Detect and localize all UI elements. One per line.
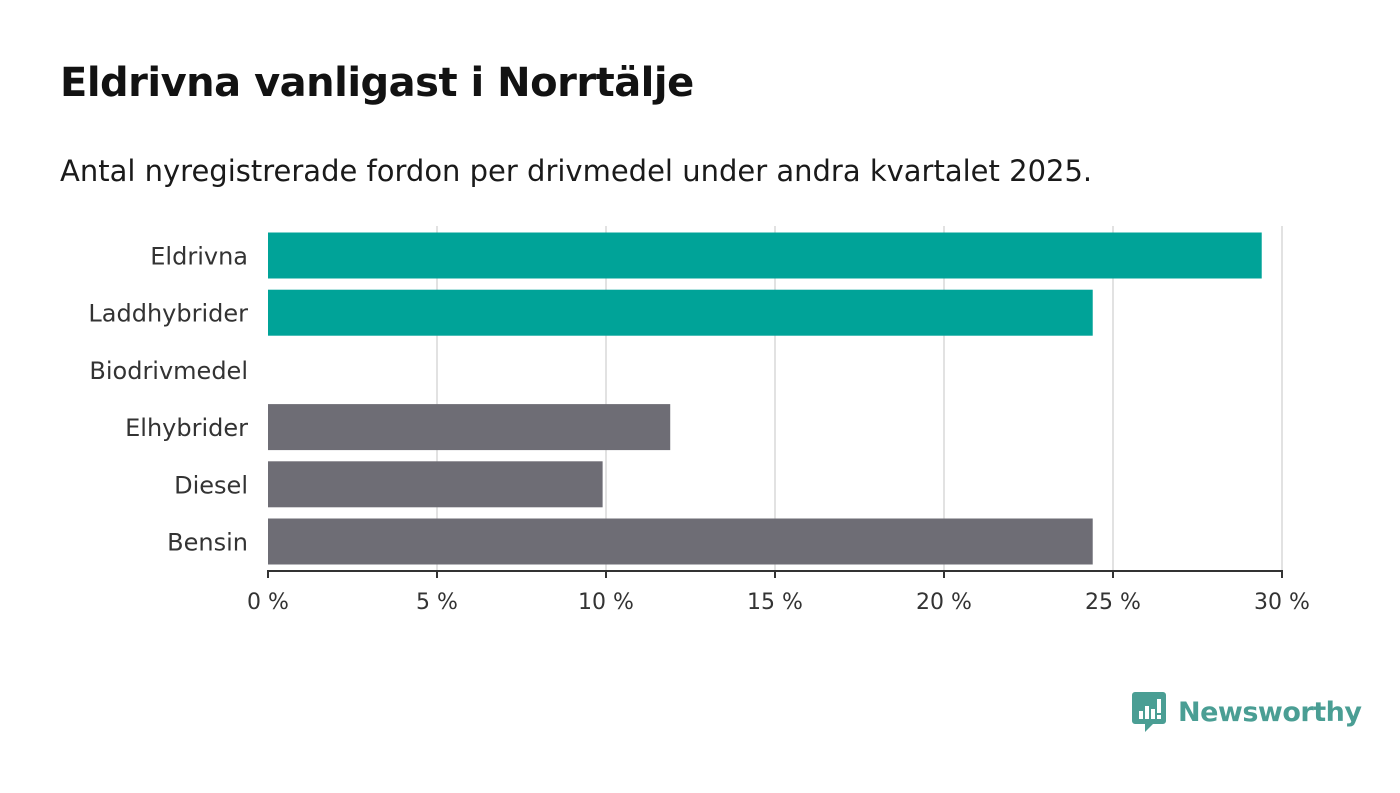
x-tick-label-1: 5 % — [416, 590, 458, 615]
bars — [268, 232, 1262, 565]
x-tick-label-6: 30 % — [1254, 590, 1310, 615]
bar-elhybrider — [268, 404, 671, 451]
category-labels: Eldrivna Laddhybrider Biodrivmedel Elhybrid… — [88, 243, 248, 557]
chart-title: Eldrivna vanligast i Norrtälje — [60, 60, 694, 106]
bar-eldrivna — [268, 232, 1262, 279]
bar-diesel — [268, 461, 603, 508]
grid-lines — [436, 226, 1283, 571]
x-tick-label-2: 10 % — [578, 590, 634, 615]
x-tick-label-5: 25 % — [1085, 590, 1141, 615]
category-label-diesel: Diesel — [174, 471, 248, 499]
category-label-eldrivna: Eldrivna — [150, 243, 248, 271]
chart-subtitle: Antal nyregistrerade fordon per drivmede… — [60, 154, 1093, 188]
newsworthy-chart-bubble-icon — [1132, 692, 1166, 732]
brand-name: Newsworthy — [1178, 696, 1362, 728]
bar-laddhybrider — [268, 289, 1093, 336]
x-axis: 0 % 5 % 10 % 15 % 20 % 25 % 30 % — [247, 570, 1310, 615]
newsworthy-logo[interactable]: Newsworthy — [1132, 692, 1362, 732]
x-tick-label-4: 20 % — [916, 590, 972, 615]
category-label-bensin: Bensin — [167, 529, 248, 557]
bar-bensin — [268, 518, 1093, 565]
category-label-elhybrider: Elhybrider — [125, 414, 248, 442]
x-tick-label-0: 0 % — [247, 590, 289, 615]
x-tick-label-3: 15 % — [747, 590, 803, 615]
category-label-laddhybrider: Laddhybrider — [88, 300, 248, 328]
category-label-biodrivmedel: Biodrivmedel — [89, 357, 248, 385]
